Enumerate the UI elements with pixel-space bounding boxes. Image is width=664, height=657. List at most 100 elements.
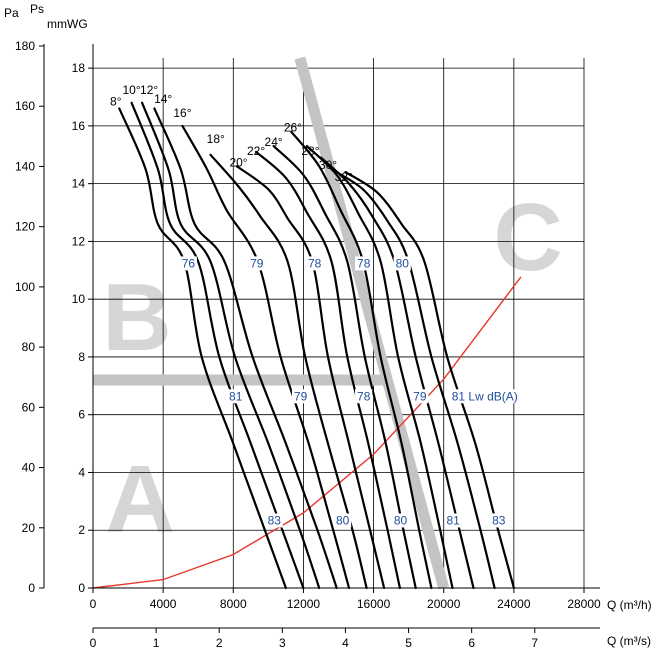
axes: 0246810121416180204060801001201401601800… [4, 2, 652, 650]
y-tick-label-pa: 100 [15, 280, 35, 294]
y-tick-label-mmwg: 8 [78, 350, 85, 364]
mmwg-unit-label: mmWG [47, 17, 88, 31]
noise-level-label: 83 [492, 513, 506, 527]
noise-label-bg [391, 513, 410, 528]
y-tick-label-mmwg: 10 [72, 292, 86, 306]
x-tick-label-m3h: 24000 [497, 597, 531, 611]
blade-angle-curve [181, 124, 351, 590]
blade-angle-curve [305, 145, 454, 590]
noise-label-bg [355, 389, 373, 404]
blade-angle-label: 10° [123, 83, 141, 97]
blade-angle-curve [118, 107, 287, 590]
y-tick-label-mmwg: 0 [78, 581, 85, 595]
x-tick-label-m3s: 3 [279, 636, 286, 650]
x-tick-label-m3h: 20000 [427, 597, 461, 611]
x-tick-label-m3s: 2 [216, 636, 223, 650]
noise-level-label: 81 [446, 513, 460, 527]
noise-label-bg [449, 389, 527, 404]
y-tick-label-mmwg: 2 [78, 523, 85, 537]
curve-labels: 8°10° 12°14°16° 18° 20°22°24°26° 28°30°32° 76… [110, 83, 527, 528]
x-tick-label-m3h: 12000 [287, 597, 321, 611]
y-tick-label-mmwg: 6 [78, 408, 85, 422]
system-curve [92, 276, 522, 589]
blade-angle-label: 16° [173, 106, 191, 120]
x-tick-label-m3s: 0 [90, 636, 97, 650]
y-tick-label-pa: 0 [28, 581, 35, 595]
y-tick-label-pa: 40 [22, 461, 36, 475]
blade-angle-curve [235, 165, 386, 590]
zone-letters: AB C [102, 184, 562, 553]
x-tick-label-m3s: 7 [531, 636, 538, 650]
y-tick-label-mmwg: 12 [72, 234, 86, 248]
blade-angle-curve [330, 168, 496, 590]
y-tick-label-mmwg: 4 [78, 465, 85, 479]
noise-level-label: 78 [357, 389, 371, 403]
x-tick-label-m3h: 8000 [220, 597, 247, 611]
blade-angle-label: 32° [335, 170, 353, 184]
y-tick-label-pa: 180 [15, 39, 35, 53]
noise-label-bg [334, 513, 352, 528]
x-tick-label-m3s: 4 [342, 636, 349, 650]
blade-angle-label: 22° [247, 144, 265, 158]
y-tick-label-pa: 160 [15, 99, 35, 113]
noise-label-bg [265, 513, 283, 528]
blade-angle-curve [290, 130, 433, 590]
blade-angle-label: 12° [140, 83, 158, 97]
blade-angle-label: 30° [319, 158, 337, 172]
blade-angle-label: 24° [265, 135, 283, 149]
noise-level-label: 81 Lw dB(A) [452, 389, 518, 403]
noise-label-bg [490, 513, 508, 528]
x-unit-label-m3h: Q (m³/h) [607, 598, 652, 612]
zone-letter-c: C [493, 184, 562, 291]
x-tick-label-m3h: 4000 [150, 597, 177, 611]
zone-letter-a: A [105, 446, 174, 553]
noise-label-bg [393, 256, 411, 271]
y-tick-label-pa: 80 [22, 340, 36, 354]
blade-angle-label: 28° [301, 144, 319, 158]
x-tick-label-m3s: 5 [405, 636, 412, 650]
zone-boundary-line [294, 56, 450, 590]
noise-label-bg [305, 256, 324, 271]
x-unit-label-m3s: Q (m³/s) [607, 634, 651, 648]
noise-level-label: 76 [182, 256, 196, 270]
noise-level-label: 81 [229, 389, 243, 403]
noise-level-label: 80 [336, 513, 350, 527]
noise-level-label: 78 [308, 256, 322, 270]
noise-level-label: 79 [294, 389, 308, 403]
y-tick-label-pa: 20 [22, 521, 36, 535]
noise-label-bg [179, 256, 197, 271]
x-tick-label-m3s: 6 [468, 636, 475, 650]
noise-level-label: 80 [394, 513, 408, 527]
noise-label-bg [355, 256, 373, 271]
ps-label: Ps [30, 2, 44, 16]
blade-angle-curve [153, 107, 338, 590]
x-tick-label-m3s: 1 [153, 636, 160, 650]
noise-label-bg [248, 256, 266, 271]
blade-angle-label: 14° [154, 92, 172, 106]
blade-angle-curve [255, 150, 401, 590]
y-tick-label-mmwg: 18 [72, 61, 86, 75]
y-tick-label-pa: 60 [22, 400, 36, 414]
y-tick-label-mmwg: 16 [72, 119, 86, 133]
zone-boundaries [93, 56, 450, 590]
system-resistance-curve [92, 276, 522, 589]
noise-level-label: 79 [250, 256, 264, 270]
blade-angle-label: 26° [284, 121, 302, 135]
noise-label-bg [411, 389, 429, 404]
x-tick-label-m3h: 0 [90, 597, 97, 611]
y-tick-label-mmwg: 14 [72, 177, 86, 191]
noise-level-label: 83 [268, 513, 282, 527]
y-tick-label-pa: 140 [15, 159, 35, 173]
blade-angle-label: 8° [110, 95, 122, 109]
zone-letter-b: B [102, 264, 171, 371]
y-tick-label-pa: 120 [15, 220, 35, 234]
x-tick-label-m3h: 28000 [567, 597, 601, 611]
blade-angle-label: 20° [229, 155, 247, 169]
x-tick-label-m3h: 16000 [357, 597, 391, 611]
blade-angle-label: 18° [207, 132, 225, 146]
blade-angle-curves [118, 101, 515, 590]
pa-unit-label: Pa [4, 6, 19, 20]
noise-level-label: 79 [413, 389, 427, 403]
noise-level-label: 80 [396, 256, 410, 270]
